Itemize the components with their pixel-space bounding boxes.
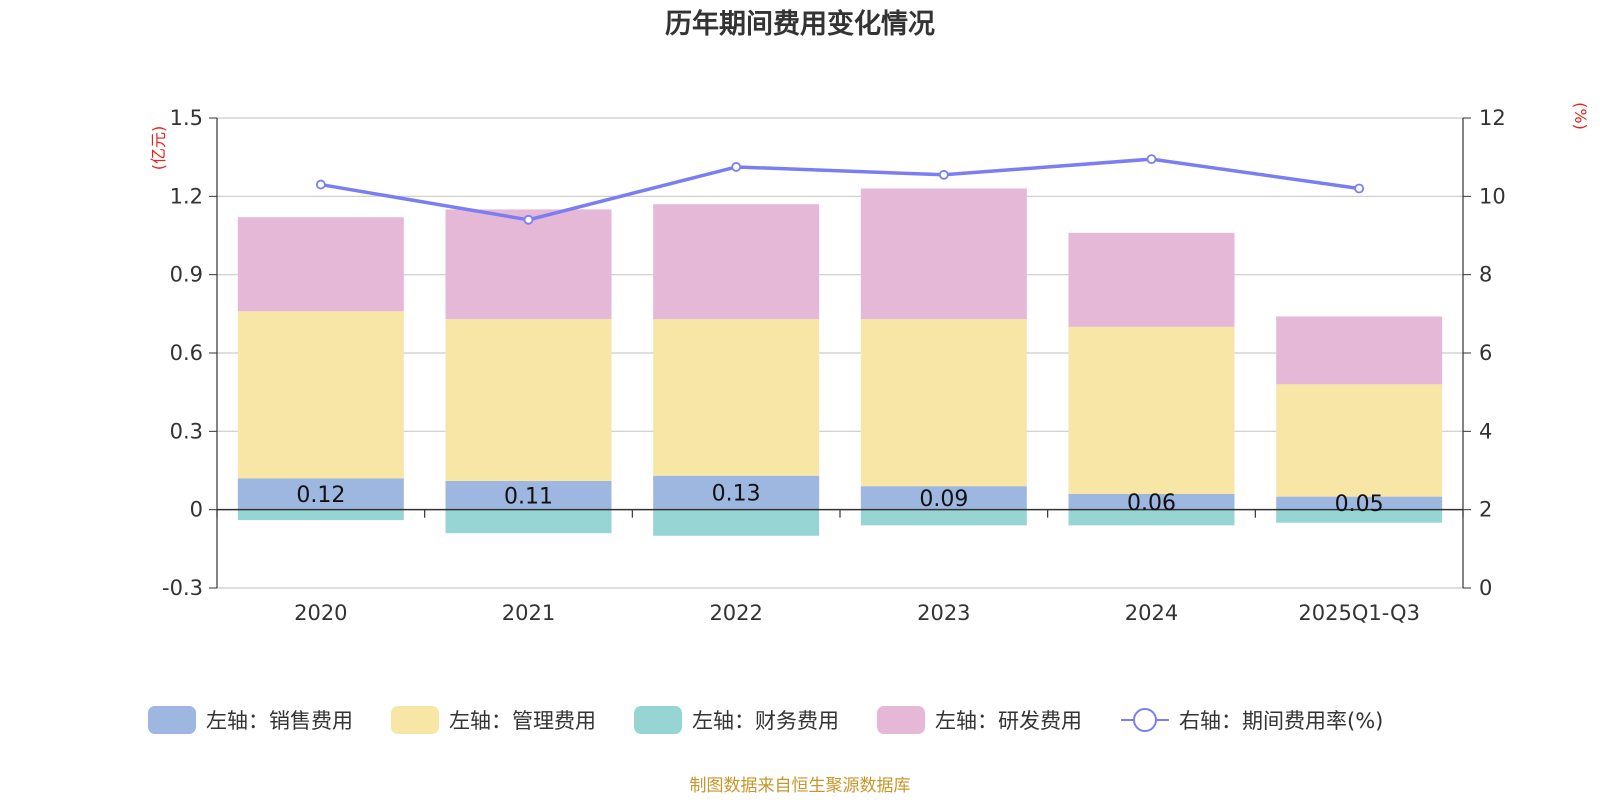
bar-data-label: 0.06: [1127, 491, 1176, 516]
bar-segment: [860, 188, 1027, 320]
chart-title: 历年期间费用变化情况: [665, 8, 935, 40]
rate-line-point: [1354, 183, 1365, 194]
right-axis-tick-label: 6: [1479, 341, 1492, 365]
source-note: 制图数据来自恒生聚源数据库: [690, 776, 911, 796]
bar-segment: [653, 509, 820, 536]
bar-segment: [1068, 232, 1235, 327]
bar-data-label: 0.12: [296, 483, 345, 508]
right-axis-tick-label: 2: [1479, 498, 1492, 522]
right-axis-tick-label: 12: [1479, 106, 1506, 130]
x-axis-category-label: 2024: [1125, 601, 1178, 625]
bar-segment: [1068, 494, 1235, 510]
data-labels: 0.12 0.11 0.13 0.09 0.06 0.05: [296, 482, 1383, 517]
legend-swatch: [634, 706, 682, 734]
rate-line-point: [1146, 154, 1157, 165]
bar-segment: [1276, 384, 1443, 497]
left-axis-tick-label: 1.5: [170, 106, 203, 130]
bar-segment: [445, 480, 612, 510]
rate-line: [320, 157, 1360, 222]
x-axis-category-label: 2021: [502, 601, 555, 625]
x-axis-category-label: 2020: [294, 601, 347, 625]
left-axis-tick-label: 0.3: [170, 419, 203, 443]
bar-segment: [1276, 509, 1443, 523]
legend-swatch: [391, 706, 439, 734]
bar-segment: [1276, 496, 1443, 510]
right-axis-tick-label: 4: [1479, 419, 1492, 443]
bar-segment: [860, 319, 1027, 487]
x-axis-category-label: 2025Q1-Q3: [1298, 601, 1420, 625]
bar-segment: [1276, 316, 1443, 385]
right-axis-tick-label: 8: [1479, 263, 1492, 287]
legend-swatch: [877, 706, 925, 734]
legend-label: 左轴：研发费用: [935, 709, 1082, 733]
bar-data-label: 0.13: [712, 482, 761, 507]
left-axis-tick-label: 0: [190, 498, 203, 522]
left-axis-tick-label: -0.3: [162, 576, 203, 600]
left-axis-tick-label: 0.9: [170, 263, 203, 287]
bar-segment: [237, 217, 404, 312]
bar-data-label: 0.09: [919, 487, 968, 512]
bar-segment: [1068, 326, 1235, 494]
bar-segment: [1068, 509, 1235, 526]
bar-data-label: 0.11: [504, 484, 553, 509]
rate-line-point: [938, 169, 949, 180]
rate-line-point: [523, 214, 534, 225]
right-axis-tick-label: 10: [1479, 184, 1506, 208]
right-axis-tick-label: 0: [1479, 576, 1492, 600]
legend-circle-icon: [1133, 708, 1157, 732]
bar-segment: [445, 319, 612, 481]
bar-segment: [237, 478, 404, 510]
grid-lines: [217, 117, 1463, 589]
legend: 左轴：销售费用 左轴：管理费用 左轴：财务费用 左轴：研发费用 右轴：期间费用率(%): [148, 706, 1383, 734]
x-axis-category-label: 2022: [709, 601, 762, 625]
bar-segment: [860, 509, 1027, 526]
bar-data-label: 0.05: [1335, 492, 1384, 517]
bar-segment: [860, 486, 1027, 510]
bar-segment: [445, 209, 612, 320]
legend-swatch: [148, 706, 196, 734]
rate-line-point: [315, 179, 326, 190]
legend-label: 左轴：销售费用: [206, 709, 353, 733]
bar-segment: [653, 319, 820, 476]
rate-line-series: [315, 154, 1365, 225]
left-axis-tick-label: 1.2: [170, 184, 203, 208]
rate-line-point: [731, 162, 742, 172]
bar-segment: [237, 311, 404, 479]
legend-label: 左轴：财务费用: [692, 709, 839, 733]
legend-label: 右轴：期间费用率(%): [1179, 709, 1383, 733]
bar-series: [237, 188, 1443, 536]
left-axis-tick-label: 0.6: [170, 341, 203, 365]
bar-segment: [237, 509, 404, 521]
left-axis-unit: (亿元): [149, 126, 168, 171]
legend-label: 左轴：管理费用: [449, 709, 596, 733]
x-axis-category-label: 2023: [917, 601, 970, 625]
bar-segment: [445, 509, 612, 534]
right-axis-unit: (%): [1571, 102, 1590, 130]
bar-segment: [653, 204, 820, 320]
bar-segment: [653, 475, 820, 510]
